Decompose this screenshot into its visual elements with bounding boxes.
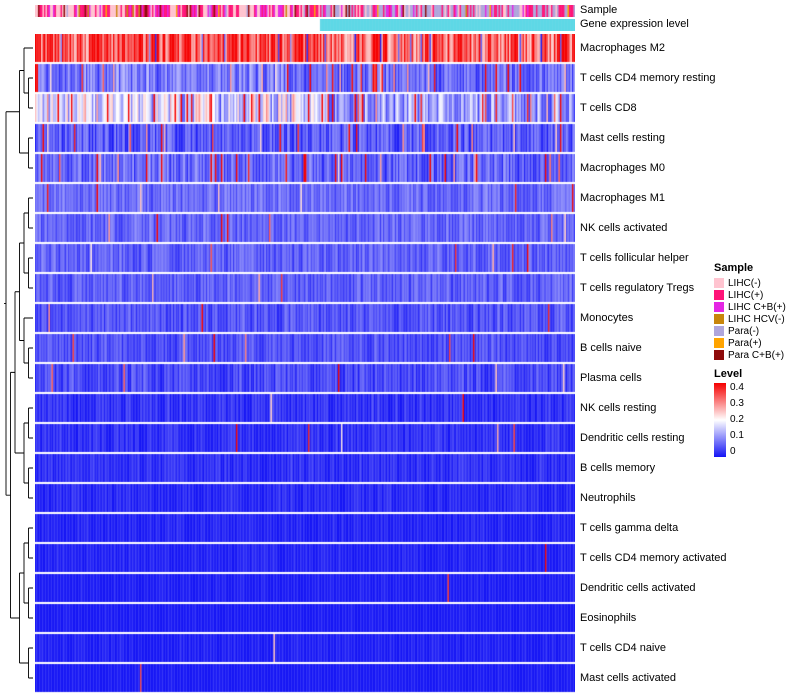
legend-swatch: [714, 302, 724, 312]
row-label-t-cells-regulatory-tregs: T cells regulatory Tregs: [580, 282, 695, 294]
row-label-dendritic-cells-resting: Dendritic cells resting: [580, 432, 685, 444]
row-label-macrophages-m1: Macrophages M1: [580, 192, 665, 204]
level-tick: 0: [730, 446, 736, 457]
row-label-neutrophils: Neutrophils: [580, 492, 636, 504]
legend-item-lihc-: LIHC(-): [714, 277, 800, 289]
level-legend-title: Level: [714, 368, 743, 380]
row-labels: Macrophages M2 T cells CD4 memory resting…: [580, 34, 755, 694]
row-label-nk-cells-resting: NK cells resting: [580, 402, 657, 414]
row-label-b-cells-memory: B cells memory: [580, 462, 656, 474]
legend-panel: Sample LIHC(-) LIHC(+) LIHC C+B(+) LIHC HCV…: [714, 262, 800, 457]
sample-legend-title: Sample: [714, 262, 754, 274]
legend-item-lihc-hcv-: LIHC HCV(-): [714, 313, 800, 325]
row-label-nk-cells-activated: NK cells activated: [580, 222, 668, 234]
level-legend: 0.4 0.3 0.2 0.1 0: [714, 383, 800, 457]
level-tick: 0.2: [730, 414, 744, 425]
level-tick: 0.4: [730, 382, 744, 393]
row-label-t-cells-cd4-memory-resting: T cells CD4 memory resting: [580, 72, 716, 84]
heatmap-canvas: [35, 34, 575, 694]
row-label-b-cells-naive: B cells naive: [580, 342, 642, 354]
expression-annotation-label: Gene expression level: [580, 18, 689, 30]
row-label-dendritic-cells-activated: Dendritic cells activated: [580, 582, 696, 594]
legend-item-label: Para(+): [728, 337, 762, 349]
level-tick-labels: 0.4 0.3 0.2 0.1 0: [730, 383, 744, 457]
row-label-monocytes: Monocytes: [580, 312, 634, 324]
legend-item-para-: Para(+): [714, 337, 800, 349]
row-dendrogram: [4, 47, 33, 679]
legend-swatch: [714, 290, 724, 300]
legend-item-label: Para C+B(+): [728, 349, 785, 361]
row-label-t-cells-follicular-helper: T cells follicular helper: [580, 252, 689, 264]
legend-item-label: LIHC C+B(+): [728, 301, 786, 313]
row-label-plasma-cells: Plasma cells: [580, 372, 642, 384]
legend-swatch: [714, 314, 724, 324]
row-label-t-cells-gamma-delta: T cells gamma delta: [580, 522, 679, 534]
legend-item-para-c-b-: Para C+B(+): [714, 349, 800, 361]
legend-swatch: [714, 350, 724, 360]
row-label-t-cells-cd4-memory-activated: T cells CD4 memory activated: [580, 552, 727, 564]
legend-item-lihc-: LIHC(+): [714, 289, 800, 301]
legend-item-label: LIHC HCV(-): [728, 313, 785, 325]
row-label-macrophages-m0: Macrophages M0: [580, 162, 665, 174]
row-label-eosinophils: Eosinophils: [580, 612, 637, 624]
legend-item-label: Para(-): [728, 325, 760, 337]
row-label-mast-cells-activated: Mast cells activated: [580, 672, 676, 684]
level-tick: 0.1: [730, 430, 744, 441]
sample-annotation-bar: [35, 5, 575, 17]
legend-item-para-: Para(-): [714, 325, 800, 337]
legend-swatch: [714, 326, 724, 336]
sample-annotation-label: Sample: [580, 4, 618, 16]
legend-item-lihc-c-b-: LIHC C+B(+): [714, 301, 800, 313]
row-label-t-cells-cd8: T cells CD8: [580, 102, 637, 114]
legend-item-label: LIHC(-): [728, 277, 761, 289]
legend-item-label: LIHC(+): [728, 289, 764, 301]
sample-legend-items: LIHC(-) LIHC(+) LIHC C+B(+) LIHC HCV(-) Para…: [714, 277, 800, 361]
dendrogram-lines: [4, 47, 33, 679]
legend-swatch: [714, 278, 724, 288]
row-label-t-cells-cd4-naive: T cells CD4 naive: [580, 642, 666, 654]
row-label-macrophages-m2: Macrophages M2: [580, 42, 665, 54]
level-tick: 0.3: [730, 398, 744, 409]
legend-swatch: [714, 338, 724, 348]
level-gradient-bar: [714, 383, 726, 457]
expression-annotation-bar: [35, 19, 575, 31]
row-label-mast-cells-resting: Mast cells resting: [580, 132, 665, 144]
